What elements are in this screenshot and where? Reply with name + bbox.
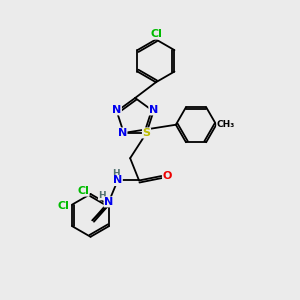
Text: N: N: [113, 176, 122, 185]
Text: N: N: [118, 128, 127, 138]
Text: CH₃: CH₃: [217, 120, 235, 129]
Text: N: N: [149, 105, 158, 115]
Text: Cl: Cl: [77, 186, 89, 196]
Text: Cl: Cl: [150, 29, 162, 39]
Text: Cl: Cl: [57, 201, 69, 211]
Text: O: O: [163, 171, 172, 181]
Text: N: N: [112, 105, 122, 115]
Text: H: H: [112, 169, 120, 178]
Text: N: N: [104, 197, 113, 207]
Text: H: H: [98, 191, 106, 200]
Text: S: S: [142, 128, 151, 138]
